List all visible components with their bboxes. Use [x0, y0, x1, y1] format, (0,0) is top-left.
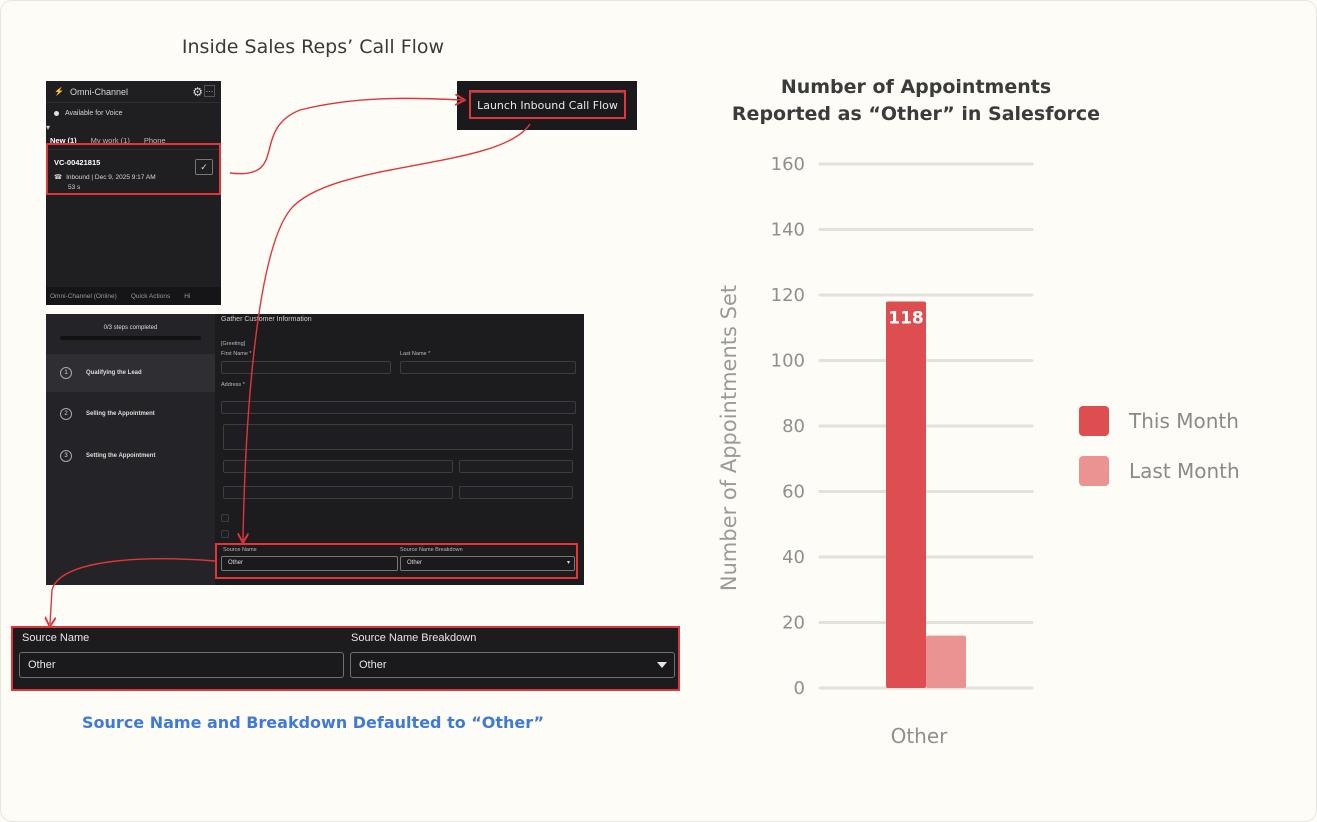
- omni-footer: Omni-Channel (Online) Quick Actions Hi: [46, 287, 221, 305]
- step-number: 1: [60, 367, 72, 379]
- step-number: 3: [60, 450, 72, 462]
- tab-new[interactable]: New (1): [50, 136, 77, 145]
- step-label: Qualifying the Lead: [86, 370, 142, 376]
- x-category-label: Other: [891, 724, 949, 748]
- progress-bar: [60, 336, 201, 340]
- highlight-source-fields: [215, 543, 578, 579]
- status-label: Available for Voice: [65, 109, 123, 117]
- zoom-source-breakdown-label: Source Name Breakdown: [351, 632, 477, 644]
- omni-tabs: New (1) My work (1) Phone: [46, 132, 221, 150]
- step-2[interactable]: 2 Selling the Appointment: [46, 395, 215, 433]
- first-name-label: First Name *: [221, 351, 252, 357]
- more-options-icon[interactable]: …: [204, 85, 215, 97]
- status-dropdown-icon[interactable]: ▾: [46, 123, 51, 132]
- bar-last-month: [926, 635, 966, 688]
- work-meta: ☎ Inbound | Dec 9, 2025 9:17 AM: [54, 173, 213, 182]
- legend-last-month: Last Month: [1079, 456, 1240, 486]
- legend-label-this-month: This Month: [1129, 409, 1239, 433]
- zoom-source-name-input[interactable]: Other: [19, 652, 344, 678]
- country-input[interactable]: [459, 486, 573, 499]
- address-label: Address *: [221, 382, 245, 388]
- bar-this-month: [886, 301, 926, 688]
- y-tick-label: 140: [771, 220, 805, 241]
- y-tick-label: 0: [794, 678, 805, 699]
- source-name-zoom-panel: Source Name Source Name Breakdown Other …: [11, 626, 680, 691]
- source-name-label: Source Name: [223, 547, 257, 553]
- gear-icon[interactable]: ⚙: [192, 85, 203, 99]
- state-input[interactable]: [459, 460, 573, 473]
- address-search-input[interactable]: [221, 401, 576, 414]
- street-input[interactable]: [223, 424, 573, 450]
- city-input[interactable]: [223, 460, 453, 473]
- y-axis-label: Number of Appointments Set: [717, 285, 741, 591]
- highlight-work-item: [46, 143, 221, 195]
- chart-title-line2: Reported as “Other” in Salesforce: [731, 103, 1101, 125]
- work-meta-text: Inbound | Dec 9, 2025 9:17 AM: [66, 173, 156, 181]
- omni-logo-icon: ⚡: [54, 87, 64, 96]
- legend-this-month: This Month: [1079, 406, 1240, 436]
- work-duration: 53 s: [68, 184, 81, 191]
- bar-chart: 0 20 40 60 80 100 120 140 160 Number of Appointme…: [717, 154, 1034, 748]
- y-tick-label: 160: [771, 154, 805, 175]
- legend-label-last-month: Last Month: [1129, 459, 1240, 483]
- highlight-launch-button: [469, 90, 626, 119]
- step-number: 2: [60, 408, 72, 420]
- zip-input[interactable]: [223, 486, 453, 499]
- zoom-source-breakdown-value: Other: [359, 659, 387, 671]
- zoom-source-breakdown-select[interactable]: Other: [350, 652, 675, 678]
- caret-down-icon: [657, 662, 667, 668]
- work-item[interactable]: VC-00421815 ☎ Inbound | Dec 9, 2025 9:17…: [46, 152, 221, 202]
- omni-channel-panel: ⚡ Omni-Channel ⚙ … Available for Voice ▾…: [46, 81, 221, 305]
- checkbox-2[interactable]: [221, 530, 229, 538]
- y-tick-label: 20: [782, 613, 805, 634]
- step-label: Selling the Appointment: [86, 411, 155, 417]
- source-breakdown-select[interactable]: Other ▾: [400, 556, 575, 571]
- y-tick-label: 120: [771, 285, 805, 306]
- last-name-label: Last Name *: [400, 351, 431, 357]
- legend-swatch-last-month: [1079, 456, 1109, 486]
- launch-panel: [457, 81, 637, 130]
- accept-check-icon[interactable]: ✓: [195, 159, 213, 175]
- bar-value-label: 118: [888, 309, 924, 329]
- footer-quick-actions[interactable]: Quick Actions: [130, 292, 171, 300]
- tab-my-work[interactable]: My work (1): [90, 136, 130, 145]
- omni-header: ⚡ Omni-Channel: [46, 81, 221, 103]
- source-breakdown-value: Other: [407, 560, 423, 566]
- omni-status[interactable]: Available for Voice: [46, 103, 221, 123]
- chart-title-line1: Number of Appointments: [780, 76, 1052, 98]
- left-caption: Source Name and Breakdown Defaulted to “…: [82, 713, 544, 732]
- y-tick-label: 100: [771, 351, 805, 372]
- left-title: Inside Sales Reps’ Call Flow: [181, 36, 445, 58]
- progress-label: 0/3 steps completed: [103, 325, 158, 331]
- tab-phone[interactable]: Phone: [143, 136, 166, 145]
- chevron-down-icon: ▾: [566, 560, 570, 566]
- y-tick-label: 60: [782, 482, 805, 503]
- omni-title: Omni-Channel: [69, 86, 128, 97]
- source-breakdown-label: Source Name Breakdown: [400, 547, 463, 553]
- y-tick-label: 80: [782, 416, 805, 437]
- zoom-source-name-label: Source Name: [22, 632, 90, 644]
- footer-hi[interactable]: Hi: [184, 292, 191, 300]
- legend-swatch-this-month: [1079, 406, 1109, 436]
- step-label: Setting the Appointment: [86, 453, 156, 459]
- checkbox-1[interactable]: [221, 514, 229, 522]
- footer-omni-channel[interactable]: Omni-Channel (Online): [50, 292, 117, 300]
- first-name-input[interactable]: [221, 361, 391, 374]
- chart-legend: This Month Last Month: [1079, 406, 1240, 486]
- flow-steps-sidebar: 0/3 steps completed 1 Qualifying the Lea…: [46, 314, 215, 585]
- step-3[interactable]: 3 Setting the Appointment: [46, 437, 215, 475]
- y-tick-label: 40: [782, 547, 805, 568]
- last-name-input[interactable]: [400, 361, 576, 374]
- phone-icon: ☎: [54, 174, 63, 181]
- highlight-zoom-panel: [11, 626, 680, 691]
- greeting-label: [Greeting]: [221, 341, 246, 347]
- work-id: VC-00421815: [54, 158, 101, 167]
- status-dot-icon: [54, 110, 59, 116]
- step-1[interactable]: 1 Qualifying the Lead: [46, 354, 215, 392]
- source-name-input[interactable]: Other: [221, 556, 398, 571]
- chart-title: Number of Appointments Reported as “Othe…: [700, 74, 1132, 128]
- section-title: Gather Customer Information: [221, 316, 312, 323]
